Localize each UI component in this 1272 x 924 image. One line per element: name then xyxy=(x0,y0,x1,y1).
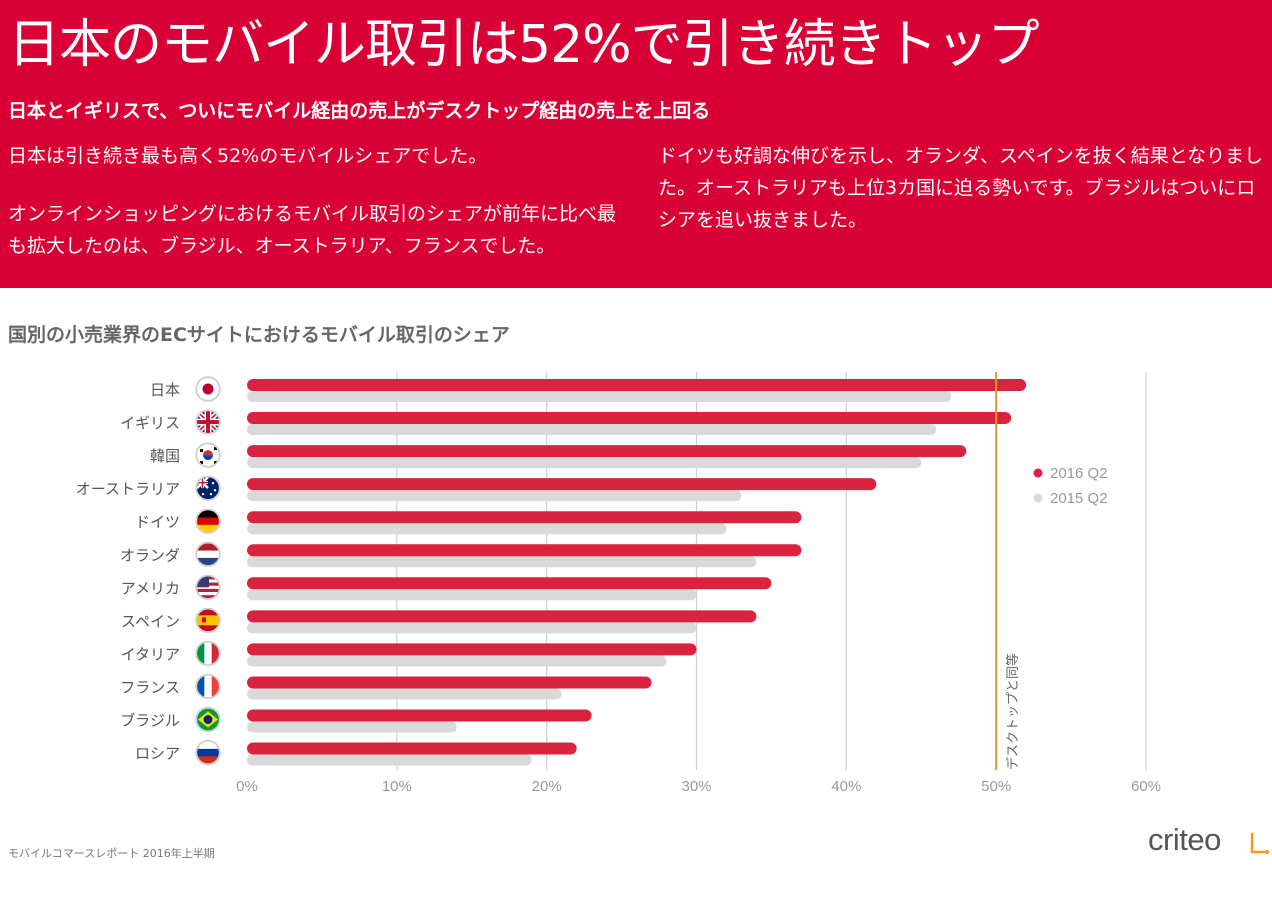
category-label: ロシア xyxy=(135,745,180,763)
category-label: イタリア xyxy=(121,645,180,663)
bar-2015-q2 xyxy=(247,523,727,535)
bar-2015-q2 xyxy=(247,721,457,733)
bar-2016-q2 xyxy=(247,478,877,491)
headline: 日本のモバイル取引は52%で引き続きトップ xyxy=(8,15,1040,75)
bar-2016-q2 xyxy=(247,610,757,623)
category-label: スペイン xyxy=(121,612,180,630)
bar-2016-q2 xyxy=(247,742,577,755)
x-tick-label: 0% xyxy=(236,778,258,795)
korea-flag-icon xyxy=(195,442,221,468)
category-label: オランダ xyxy=(120,546,180,564)
legend-2016-q2-label: 2016 Q2 xyxy=(1050,465,1108,482)
bar-2015-q2 xyxy=(247,589,697,601)
bar-2016-q2 xyxy=(247,379,1027,391)
category-label: 韓国 xyxy=(150,447,180,465)
brazil-flag-icon xyxy=(195,706,221,733)
x-tick-label: 60% xyxy=(1131,778,1161,795)
bar-2015-q2 xyxy=(247,556,757,568)
legend-2016-q2-marker xyxy=(1033,468,1043,478)
bar-2016-q2 xyxy=(247,544,802,557)
x-tick-label: 40% xyxy=(831,778,861,795)
france-flag-icon xyxy=(195,673,221,700)
summary-paragraph-1: 日本は引き続き最も高く52%のモバイルシェアでした。 xyxy=(8,145,488,167)
legend-2015-q2-label: 2015 Q2 xyxy=(1050,490,1108,507)
bar-2015-q2 xyxy=(247,622,697,634)
usa-flag-icon xyxy=(195,574,221,601)
reference-line-label: デスクトップと同等 xyxy=(1005,653,1021,770)
bar-2016-q2 xyxy=(247,412,1012,425)
summary-paragraph-2: オンラインショッピングにおけるモバイル取引のシェアが前年に比べ最も拡大したのは、… xyxy=(8,203,617,257)
category-label: オーストラリア xyxy=(76,480,180,498)
chart-title: 国別の小売業界のECサイトにおけるモバイル取引のシェア xyxy=(8,324,510,346)
logo-mark-icon xyxy=(1250,832,1269,854)
bar-2015-q2 xyxy=(247,391,952,402)
subheadline: 日本とイギリスで、ついにモバイル経由の売上がデスクトップ経由の売上を上回る xyxy=(8,100,711,122)
italy-flag-icon xyxy=(195,640,221,667)
x-tick-label: 30% xyxy=(681,778,711,795)
bar-2016-q2 xyxy=(247,445,967,458)
x-tick-label: 50% xyxy=(981,778,1011,795)
header-banner: 日本のモバイル取引は52%で引き続きトップ 日本とイギリスで、ついにモバイル経由… xyxy=(0,0,1272,288)
category-label: ブラジル xyxy=(120,712,180,730)
logo-text: criteo xyxy=(1148,822,1221,857)
bar-2015-q2 xyxy=(247,655,667,667)
bar-2016-q2 xyxy=(247,643,697,656)
bar-2015-q2 xyxy=(247,754,532,766)
netherlands-flag-icon xyxy=(195,541,221,567)
australia-flag-icon xyxy=(195,475,221,501)
legend-2015-q2-marker xyxy=(1033,493,1043,503)
germany-flag-icon xyxy=(195,508,221,534)
spain-flag-icon xyxy=(195,607,221,634)
uk-flag-icon xyxy=(195,409,221,435)
bar-2016-q2 xyxy=(247,511,802,524)
category-label: イギリス xyxy=(120,414,180,432)
bar-2015-q2 xyxy=(247,424,937,436)
bar-2015-q2 xyxy=(247,457,922,469)
japan-flag-icon xyxy=(195,376,221,402)
bar-2015-q2 xyxy=(247,688,562,700)
russia-flag-icon xyxy=(195,739,221,766)
category-label: アメリカ xyxy=(121,579,180,597)
bar-2015-q2 xyxy=(247,490,742,502)
bar-2016-q2 xyxy=(247,709,592,722)
category-label: ドイツ xyxy=(135,513,180,531)
bar-2016-q2 xyxy=(247,676,652,689)
bar-2016-q2 xyxy=(247,577,772,590)
x-tick-label: 10% xyxy=(382,778,412,795)
criteo-logo: criteo xyxy=(1148,822,1272,862)
source-note: モバイルコマースレポート 2016年上半期 xyxy=(8,847,215,860)
category-label: フランス xyxy=(120,678,180,696)
category-label: 日本 xyxy=(150,381,180,399)
x-tick-label: 20% xyxy=(532,778,562,795)
summary-paragraph-3: ドイツも好調な伸びを示し、オランダ、スペインを抜く結果となりました。オーストラリ… xyxy=(658,145,1264,231)
